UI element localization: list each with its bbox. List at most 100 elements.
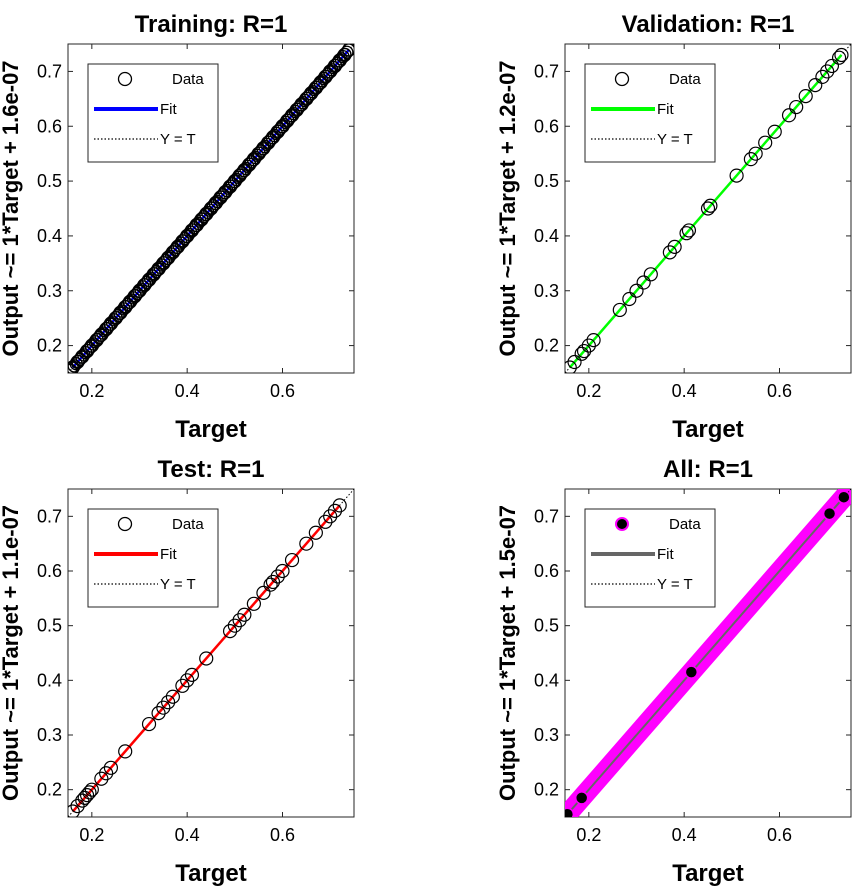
y-axis-label: Output ~= 1*Target + 1.5e-07 bbox=[495, 505, 520, 801]
data-point bbox=[127, 289, 142, 304]
data-point bbox=[113, 305, 128, 320]
data-point bbox=[574, 791, 589, 805]
data-point bbox=[161, 695, 176, 710]
data-point bbox=[146, 267, 161, 282]
data-point bbox=[256, 141, 271, 156]
y-tick-label: 0.6 bbox=[534, 116, 559, 136]
data-point bbox=[75, 793, 90, 808]
fit-line bbox=[566, 496, 845, 815]
y-axis-label: Output ~= 1*Target + 1.6e-07 bbox=[0, 60, 23, 356]
y-tick-label: 0.6 bbox=[37, 116, 62, 136]
data-point bbox=[99, 766, 114, 781]
data-point bbox=[170, 239, 185, 254]
data-point bbox=[161, 250, 176, 265]
y-tick-label: 0.4 bbox=[37, 670, 62, 690]
panel-3: 0.2 0.4 0.6 0.2 0.3 0.4 0.5 0.6 0.7 Data Fit Y = T T… bbox=[0, 456, 355, 887]
data-point bbox=[263, 577, 278, 592]
data-point bbox=[265, 130, 281, 145]
data-point bbox=[237, 607, 252, 622]
data-point bbox=[820, 64, 835, 79]
y-tick-label: 0.4 bbox=[37, 226, 62, 246]
data-point bbox=[68, 804, 80, 817]
data-point bbox=[270, 569, 285, 584]
data-point bbox=[337, 47, 352, 63]
chart-title: Training: R=1 bbox=[135, 11, 288, 38]
data-point bbox=[342, 44, 354, 57]
data-point bbox=[203, 201, 219, 216]
data-point bbox=[82, 785, 97, 800]
data-point bbox=[137, 278, 152, 293]
legend: Data Fit Y = T bbox=[87, 63, 219, 163]
data-point bbox=[232, 168, 247, 183]
y-tick-label: 0.2 bbox=[534, 336, 559, 356]
legend-box bbox=[87, 508, 219, 608]
data-point bbox=[141, 716, 157, 732]
data-point bbox=[304, 86, 319, 101]
data-point bbox=[199, 651, 214, 666]
data-point bbox=[77, 790, 92, 805]
data-point bbox=[180, 673, 195, 688]
x-tick-label: 0.4 bbox=[175, 381, 200, 401]
legend-box bbox=[87, 63, 219, 163]
data-point bbox=[242, 157, 257, 172]
data-point bbox=[308, 525, 323, 540]
data-point bbox=[280, 113, 295, 128]
legend-marker-data bbox=[117, 71, 133, 87]
x-tick-label: 0.2 bbox=[576, 381, 601, 401]
plot-content bbox=[565, 489, 851, 817]
y-tick-label: 0.7 bbox=[37, 506, 62, 526]
data-point bbox=[180, 228, 195, 244]
data-point bbox=[567, 354, 582, 370]
data-point bbox=[629, 283, 644, 298]
data-point bbox=[165, 689, 180, 704]
data-point bbox=[748, 146, 763, 161]
y-tick-label: 0.2 bbox=[37, 336, 62, 356]
x-tick-label: 0.6 bbox=[270, 381, 295, 401]
data-point bbox=[189, 217, 204, 233]
data-point bbox=[275, 119, 290, 134]
data-point bbox=[94, 327, 109, 342]
data-point bbox=[237, 163, 252, 178]
data-point bbox=[70, 798, 85, 814]
data-point bbox=[156, 700, 171, 715]
data-point bbox=[681, 223, 697, 238]
y-axis-label: Output ~= 1*Target + 1.2e-07 bbox=[495, 60, 520, 356]
data-point bbox=[218, 184, 233, 200]
chart-title: All: R=1 bbox=[663, 456, 753, 483]
data-point bbox=[289, 102, 304, 117]
data-point bbox=[94, 771, 109, 786]
x-tick-label: 0.4 bbox=[672, 825, 697, 845]
data-point bbox=[313, 75, 328, 90]
data-point bbox=[576, 343, 592, 359]
data-point bbox=[103, 760, 119, 775]
data-point bbox=[323, 64, 338, 79]
x-tick-label: 0.2 bbox=[576, 825, 601, 845]
y-tick-label: 0.6 bbox=[37, 561, 62, 581]
legend-label: Fit bbox=[657, 546, 674, 563]
y-tick-label: 0.2 bbox=[37, 780, 62, 800]
x-tick-label: 0.6 bbox=[270, 825, 295, 845]
legend-marker-data bbox=[117, 516, 133, 532]
data-point bbox=[232, 613, 247, 628]
y-tick-label: 0.7 bbox=[534, 61, 559, 81]
plot-content bbox=[68, 44, 354, 373]
x-axis-label: Target bbox=[672, 416, 744, 443]
data-point bbox=[270, 124, 285, 139]
data-point bbox=[318, 514, 333, 529]
data-point bbox=[308, 80, 323, 95]
data-point bbox=[151, 706, 166, 721]
legend-label: Data bbox=[172, 71, 204, 88]
data-point bbox=[75, 349, 90, 364]
data-point bbox=[700, 201, 716, 216]
legend-box bbox=[584, 63, 716, 163]
data-point bbox=[256, 585, 271, 600]
plot-content bbox=[565, 44, 851, 373]
data-point bbox=[327, 503, 343, 518]
legend-label: Fit bbox=[657, 101, 674, 118]
data-point bbox=[837, 490, 851, 504]
y-tick-label: 0.3 bbox=[37, 281, 62, 301]
data-point bbox=[781, 108, 797, 123]
y-tick-label: 0.3 bbox=[534, 281, 559, 301]
legend: Data Fit Y = T bbox=[87, 508, 219, 608]
